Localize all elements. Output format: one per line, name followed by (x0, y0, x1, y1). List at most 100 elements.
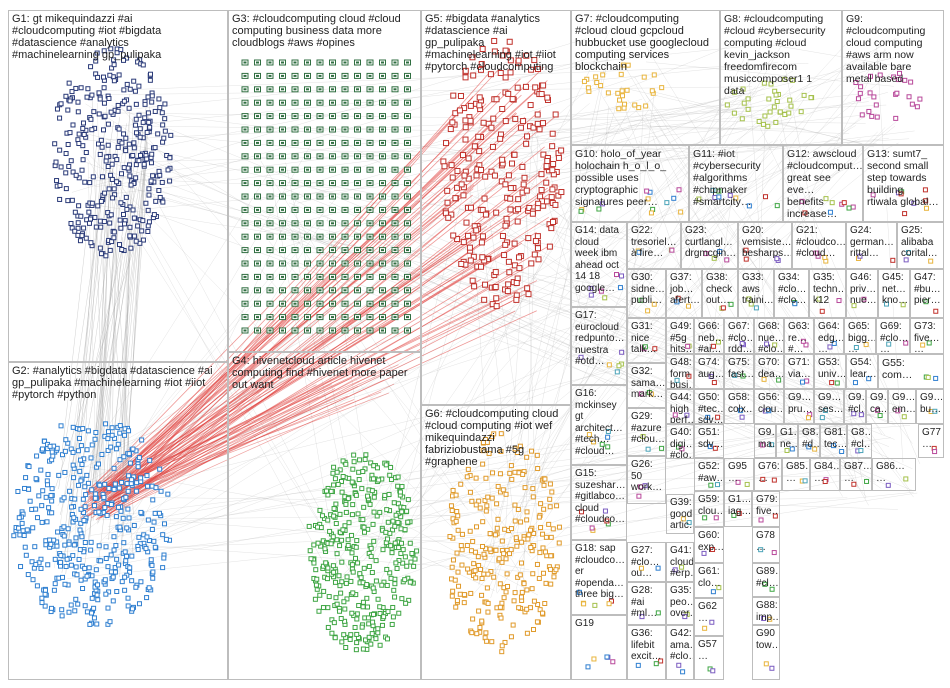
group-label: G38: check out… (706, 272, 733, 306)
node-g1 (121, 98, 127, 104)
node-g3-fill (318, 128, 322, 131)
graph-edge (342, 44, 881, 576)
node-g3-fill (293, 275, 297, 278)
group-box-g61: G61: clo… (694, 563, 724, 598)
node-g3-fill (306, 222, 309, 225)
node-g3-fill (243, 235, 247, 238)
graph-edge (714, 48, 886, 382)
graph-edge (82, 237, 132, 580)
node-g1 (135, 223, 141, 229)
node-g3-fill (281, 115, 284, 118)
graph-edge (267, 174, 536, 253)
graph-edge-highlight (87, 80, 548, 491)
node-g1 (110, 195, 116, 201)
node-g3-fill (343, 329, 347, 332)
group-label: G65: bigg… … (848, 321, 876, 354)
node-g1 (131, 140, 137, 146)
group-label: G6: #cloudcomputing cloud #cloud computi… (425, 408, 559, 468)
group-box-g45: G45: net… kno… (878, 269, 910, 318)
node-g3-fill (406, 128, 409, 131)
node-g1 (137, 152, 143, 158)
graph-edge (611, 66, 880, 146)
node-g3-fill (281, 262, 284, 265)
node-g1 (97, 96, 103, 102)
graph-edge-highlight (84, 360, 320, 496)
node-g3-fill (331, 302, 334, 305)
node-g3-fill (306, 302, 309, 305)
node-g3-fill (331, 141, 334, 144)
node-g3-fill (243, 316, 247, 319)
group-label: G4: hivenetcloud article hivenet computi… (232, 355, 408, 391)
node-g3-fill (331, 262, 334, 265)
node-g3-fill (381, 101, 384, 104)
node-g2 (51, 587, 57, 593)
node-g3-fill (281, 329, 284, 332)
node-g3-fill (393, 182, 397, 185)
node-g1 (160, 122, 166, 128)
node-g3-fill (393, 141, 397, 144)
node-g1 (75, 99, 81, 105)
group-label: G3: #cloudcomputing cloud #cloud computi… (232, 13, 401, 49)
node-g1 (127, 233, 133, 239)
graph-edge (500, 103, 744, 122)
node-g1 (146, 192, 152, 198)
graph-edge (518, 141, 743, 486)
node-g1 (86, 220, 92, 226)
node-g1 (54, 178, 60, 184)
graph-edge (91, 100, 105, 484)
group-box-g1y: G1… iag… (724, 491, 752, 527)
node-g3-fill (256, 101, 259, 104)
node-g1 (136, 83, 142, 89)
node-g1 (70, 169, 76, 175)
node-g3-fill (356, 182, 359, 185)
graph-edge (96, 102, 110, 466)
graph-edge (109, 110, 149, 478)
node-g2 (44, 519, 50, 525)
graph-edge (105, 217, 134, 555)
group-box-g39: G39: good artic… (666, 494, 694, 534)
node-g3-fill (293, 249, 297, 252)
node-g2 (34, 515, 40, 521)
node-g3-fill (393, 329, 397, 332)
group-box-g64: G64: edg… … (814, 318, 844, 354)
group-label: G55: com… (882, 357, 913, 381)
node-g3-fill (268, 168, 272, 171)
group-box-g24: G24: german… rittal… (846, 222, 897, 269)
node-g1 (149, 99, 155, 105)
node-g3-fill (343, 249, 347, 252)
node-g3-fill (268, 329, 272, 332)
node-g3-fill (343, 74, 347, 77)
group-box-g27: G27: #clo… ou… (627, 542, 666, 582)
group-label: G49: #5g hits… (670, 321, 694, 354)
node-g3-fill (343, 88, 347, 91)
graph-edge-highlight (80, 97, 473, 499)
graph-edge (333, 150, 520, 154)
node-g1 (89, 127, 95, 133)
node-g3-fill (356, 329, 359, 332)
graph-edge (98, 147, 111, 523)
graph-edge (141, 132, 480, 167)
node-g1 (98, 137, 104, 143)
group-label: G23: curtlangl… drgmcgin… (685, 225, 737, 259)
group-label: G20: vemsiste… besharps… (742, 225, 792, 259)
group-label: G89… #cl… (756, 566, 779, 589)
node-g3-fill (256, 115, 259, 118)
node-g3-fill (368, 182, 372, 185)
node-g3-fill (268, 249, 272, 252)
group-box-g17: G17: eurocloud redpunto… nuestra #otd… (571, 307, 627, 385)
graph-edge (595, 125, 856, 282)
node-g3-fill (406, 208, 409, 211)
graph-edge (637, 32, 883, 435)
node-g3-fill (381, 329, 384, 332)
node-g3-fill (393, 316, 397, 319)
node-g1 (87, 180, 93, 186)
group-label: G77 … (922, 427, 941, 450)
node-g1 (157, 194, 163, 200)
node-g1 (63, 186, 69, 192)
graph-edge (123, 141, 773, 557)
node-g3-fill (331, 61, 334, 64)
node-g2 (59, 607, 65, 613)
node-g1 (99, 174, 105, 180)
node-g3-fill (393, 74, 397, 77)
node-g1 (105, 121, 111, 127)
